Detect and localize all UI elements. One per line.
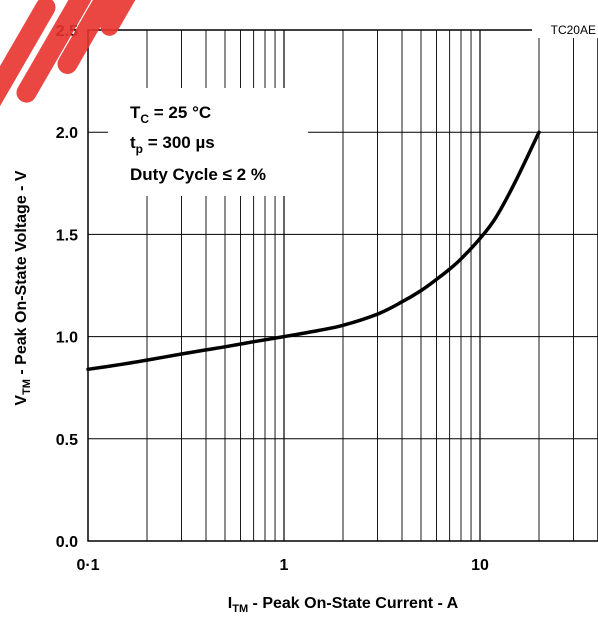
y-tick-label: 1.5 <box>56 227 78 244</box>
x-axis-label: ITM - Peak On-State Current - A <box>228 595 459 615</box>
curve-layer <box>86 130 541 372</box>
condition-temperature: TC = 25 °C <box>130 103 211 126</box>
x-tick-labels: 0·1 1 10 <box>76 557 489 574</box>
vtm-curve <box>86 130 541 372</box>
condition-duty-cycle: Duty Cycle ≤ 2 % <box>130 165 266 184</box>
x-tick-label: 0·1 <box>76 557 99 574</box>
condition-pulse-width: tp = 300 µs <box>130 133 215 156</box>
y-tick-label: 0.0 <box>56 534 78 551</box>
watermark-logo <box>0 0 150 113</box>
plot-frame <box>87 29 598 542</box>
x-tick-label: 1 <box>280 557 289 574</box>
y-axis-label: VTM - Peak On-State Voltage - V <box>13 170 33 406</box>
conditions-box <box>108 88 308 196</box>
x-tick-label: 10 <box>471 557 489 574</box>
figure-tag: TC20AE <box>551 23 596 37</box>
y-tick-label: 2.0 <box>56 125 78 142</box>
y-tick-labels: 0.00.51.01.52.02.5 <box>56 23 78 551</box>
figure-tag-bg <box>532 21 598 38</box>
y-tick-label: 0.5 <box>56 432 78 449</box>
y-tick-label: 1.0 <box>56 330 78 347</box>
